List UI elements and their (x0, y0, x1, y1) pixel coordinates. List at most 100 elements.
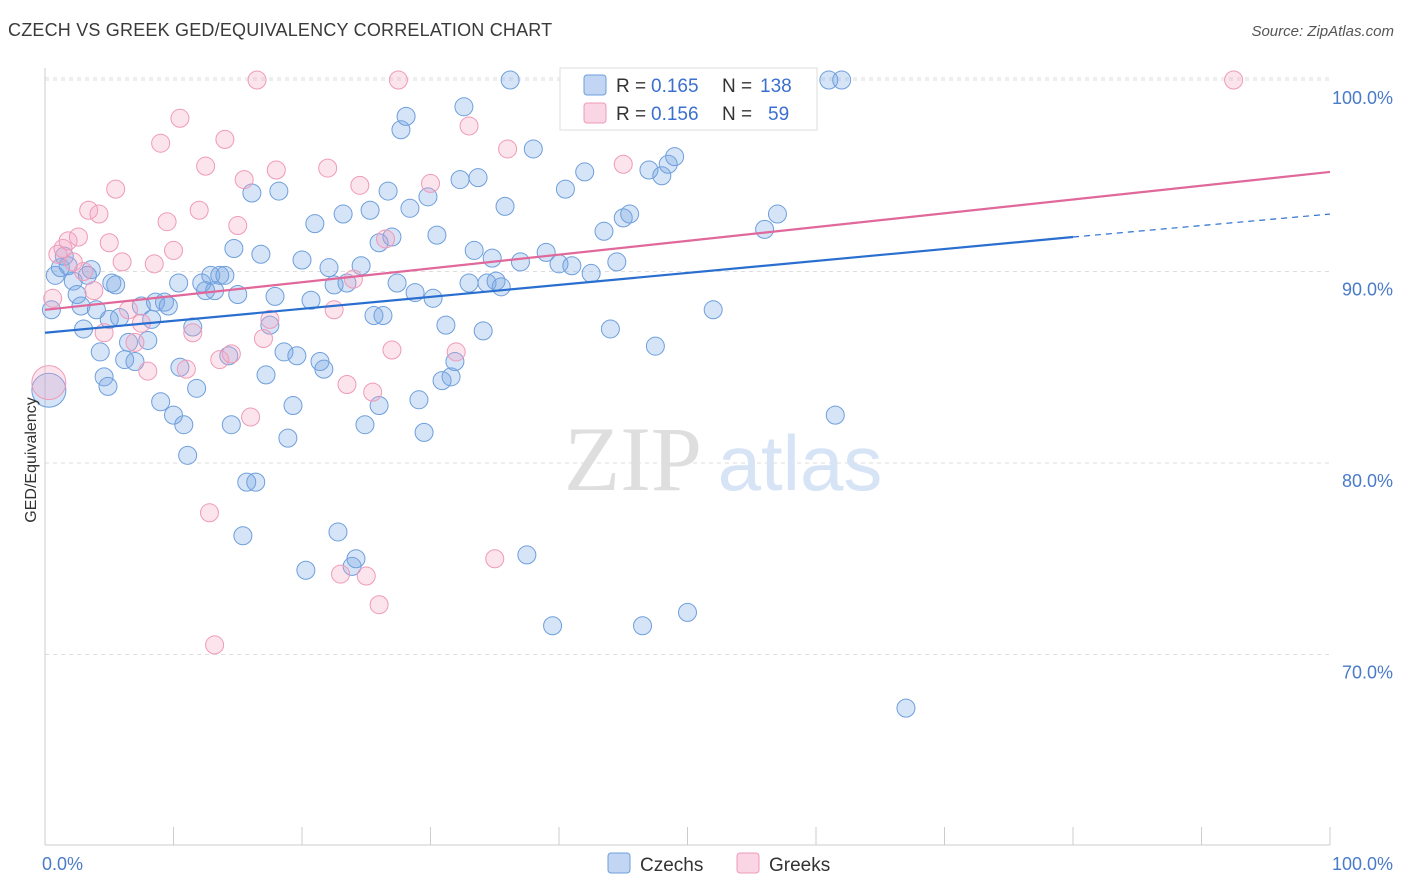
czechs-legend-label: Czechs (640, 855, 703, 876)
czech-point (210, 265, 230, 285)
greek-point (485, 549, 505, 569)
czech-point (468, 168, 488, 188)
czech-point (445, 352, 465, 372)
czech-point (767, 204, 787, 224)
greek-point (125, 332, 145, 352)
czech-point (233, 526, 253, 546)
trend-lines (44, 170, 1331, 334)
czech-point (450, 170, 470, 190)
greek-point (99, 233, 119, 253)
greek-n-label: N = (722, 104, 752, 125)
czech-point (251, 244, 271, 264)
czech-point (652, 166, 672, 186)
greek-point (376, 229, 396, 249)
czech-point (269, 181, 289, 201)
czech-point (832, 70, 852, 90)
czech-point (373, 306, 393, 326)
greek-point (266, 160, 286, 180)
czech-legend-swatch (583, 74, 607, 96)
czech-point (387, 273, 407, 293)
czech-point (454, 97, 474, 117)
czech-point (400, 198, 420, 218)
czech-point (187, 378, 207, 398)
czech-point (292, 250, 312, 270)
greeks-legend-label: Greeks (769, 855, 830, 876)
czechs-legend-swatch (607, 852, 631, 874)
greek-point (106, 179, 126, 199)
czech-point (482, 248, 502, 268)
czech-point (301, 290, 321, 310)
greek-point (324, 300, 344, 320)
y-axis-label: GED/Equivalency (23, 397, 40, 522)
watermark: ZIP atlas (564, 408, 882, 510)
series-legend: Czechs Greeks (607, 852, 830, 876)
czech-point (436, 315, 456, 335)
czech-n-label: N = (722, 76, 752, 97)
czech-point (305, 214, 325, 234)
czech-point (658, 154, 678, 174)
greek-point (1224, 70, 1244, 90)
czech-point (169, 273, 189, 293)
czech-point (620, 204, 640, 224)
czech-point (287, 346, 307, 366)
greek-point (196, 156, 216, 176)
czech-point (319, 258, 339, 278)
greeks-legend-swatch (736, 852, 760, 874)
czech-point (896, 698, 916, 718)
stats-legend-box (559, 67, 818, 131)
greek-point (205, 635, 225, 655)
greek-point (459, 116, 479, 136)
czech-point (94, 367, 114, 387)
greek-point (58, 231, 78, 251)
czech-n-value: 138 (760, 76, 792, 97)
greek-point (138, 361, 158, 381)
czech-point (333, 204, 353, 224)
czech-r-label: R = (616, 76, 646, 97)
czech-r-value: 0.165 (651, 76, 699, 97)
x-tick-labels: 0.0% 100.0% (42, 854, 1393, 874)
greek-point (31, 365, 67, 401)
czech-point (164, 405, 183, 425)
greek-point (498, 139, 518, 159)
greek-point (63, 252, 83, 272)
stats-legend: R = 0.165 N = 138 R = 0.156 N = 59 (559, 67, 818, 131)
czech-point (221, 415, 241, 435)
grid-lines (45, 77, 1330, 655)
czech-point (346, 549, 366, 569)
greek-point (318, 158, 338, 178)
greek-point (119, 300, 139, 320)
czech-point (355, 415, 375, 435)
czech-point (464, 240, 484, 260)
greek-point (199, 503, 219, 523)
greek-point (421, 173, 440, 193)
greek-point (89, 204, 109, 224)
greek-legend-swatch (583, 102, 607, 124)
greek-point (221, 344, 241, 364)
czech-point (825, 405, 845, 425)
czech-point (517, 545, 537, 565)
czech-point (90, 342, 110, 362)
greek-point (170, 108, 190, 128)
czech-point (555, 179, 575, 199)
greek-point (79, 200, 99, 220)
greek-point (613, 154, 633, 174)
greek-point (74, 262, 94, 281)
greek-point (48, 244, 68, 264)
czech-point (256, 365, 276, 385)
czech-point (119, 332, 139, 352)
y-tick-label: 90.0% (1342, 280, 1393, 300)
czech-point (414, 422, 434, 442)
czech-point (678, 602, 697, 622)
greek-point (183, 323, 203, 343)
czech-point (382, 227, 402, 247)
czech-point (491, 277, 511, 297)
czech-point (633, 616, 653, 636)
czech-point (409, 390, 429, 410)
czech-point (314, 359, 334, 379)
watermark-zip: ZIP (564, 408, 702, 510)
greek-point (369, 595, 389, 615)
czech-point (360, 200, 380, 220)
czech-point (215, 265, 235, 285)
czech-point (125, 352, 145, 372)
czech-point (224, 239, 244, 259)
